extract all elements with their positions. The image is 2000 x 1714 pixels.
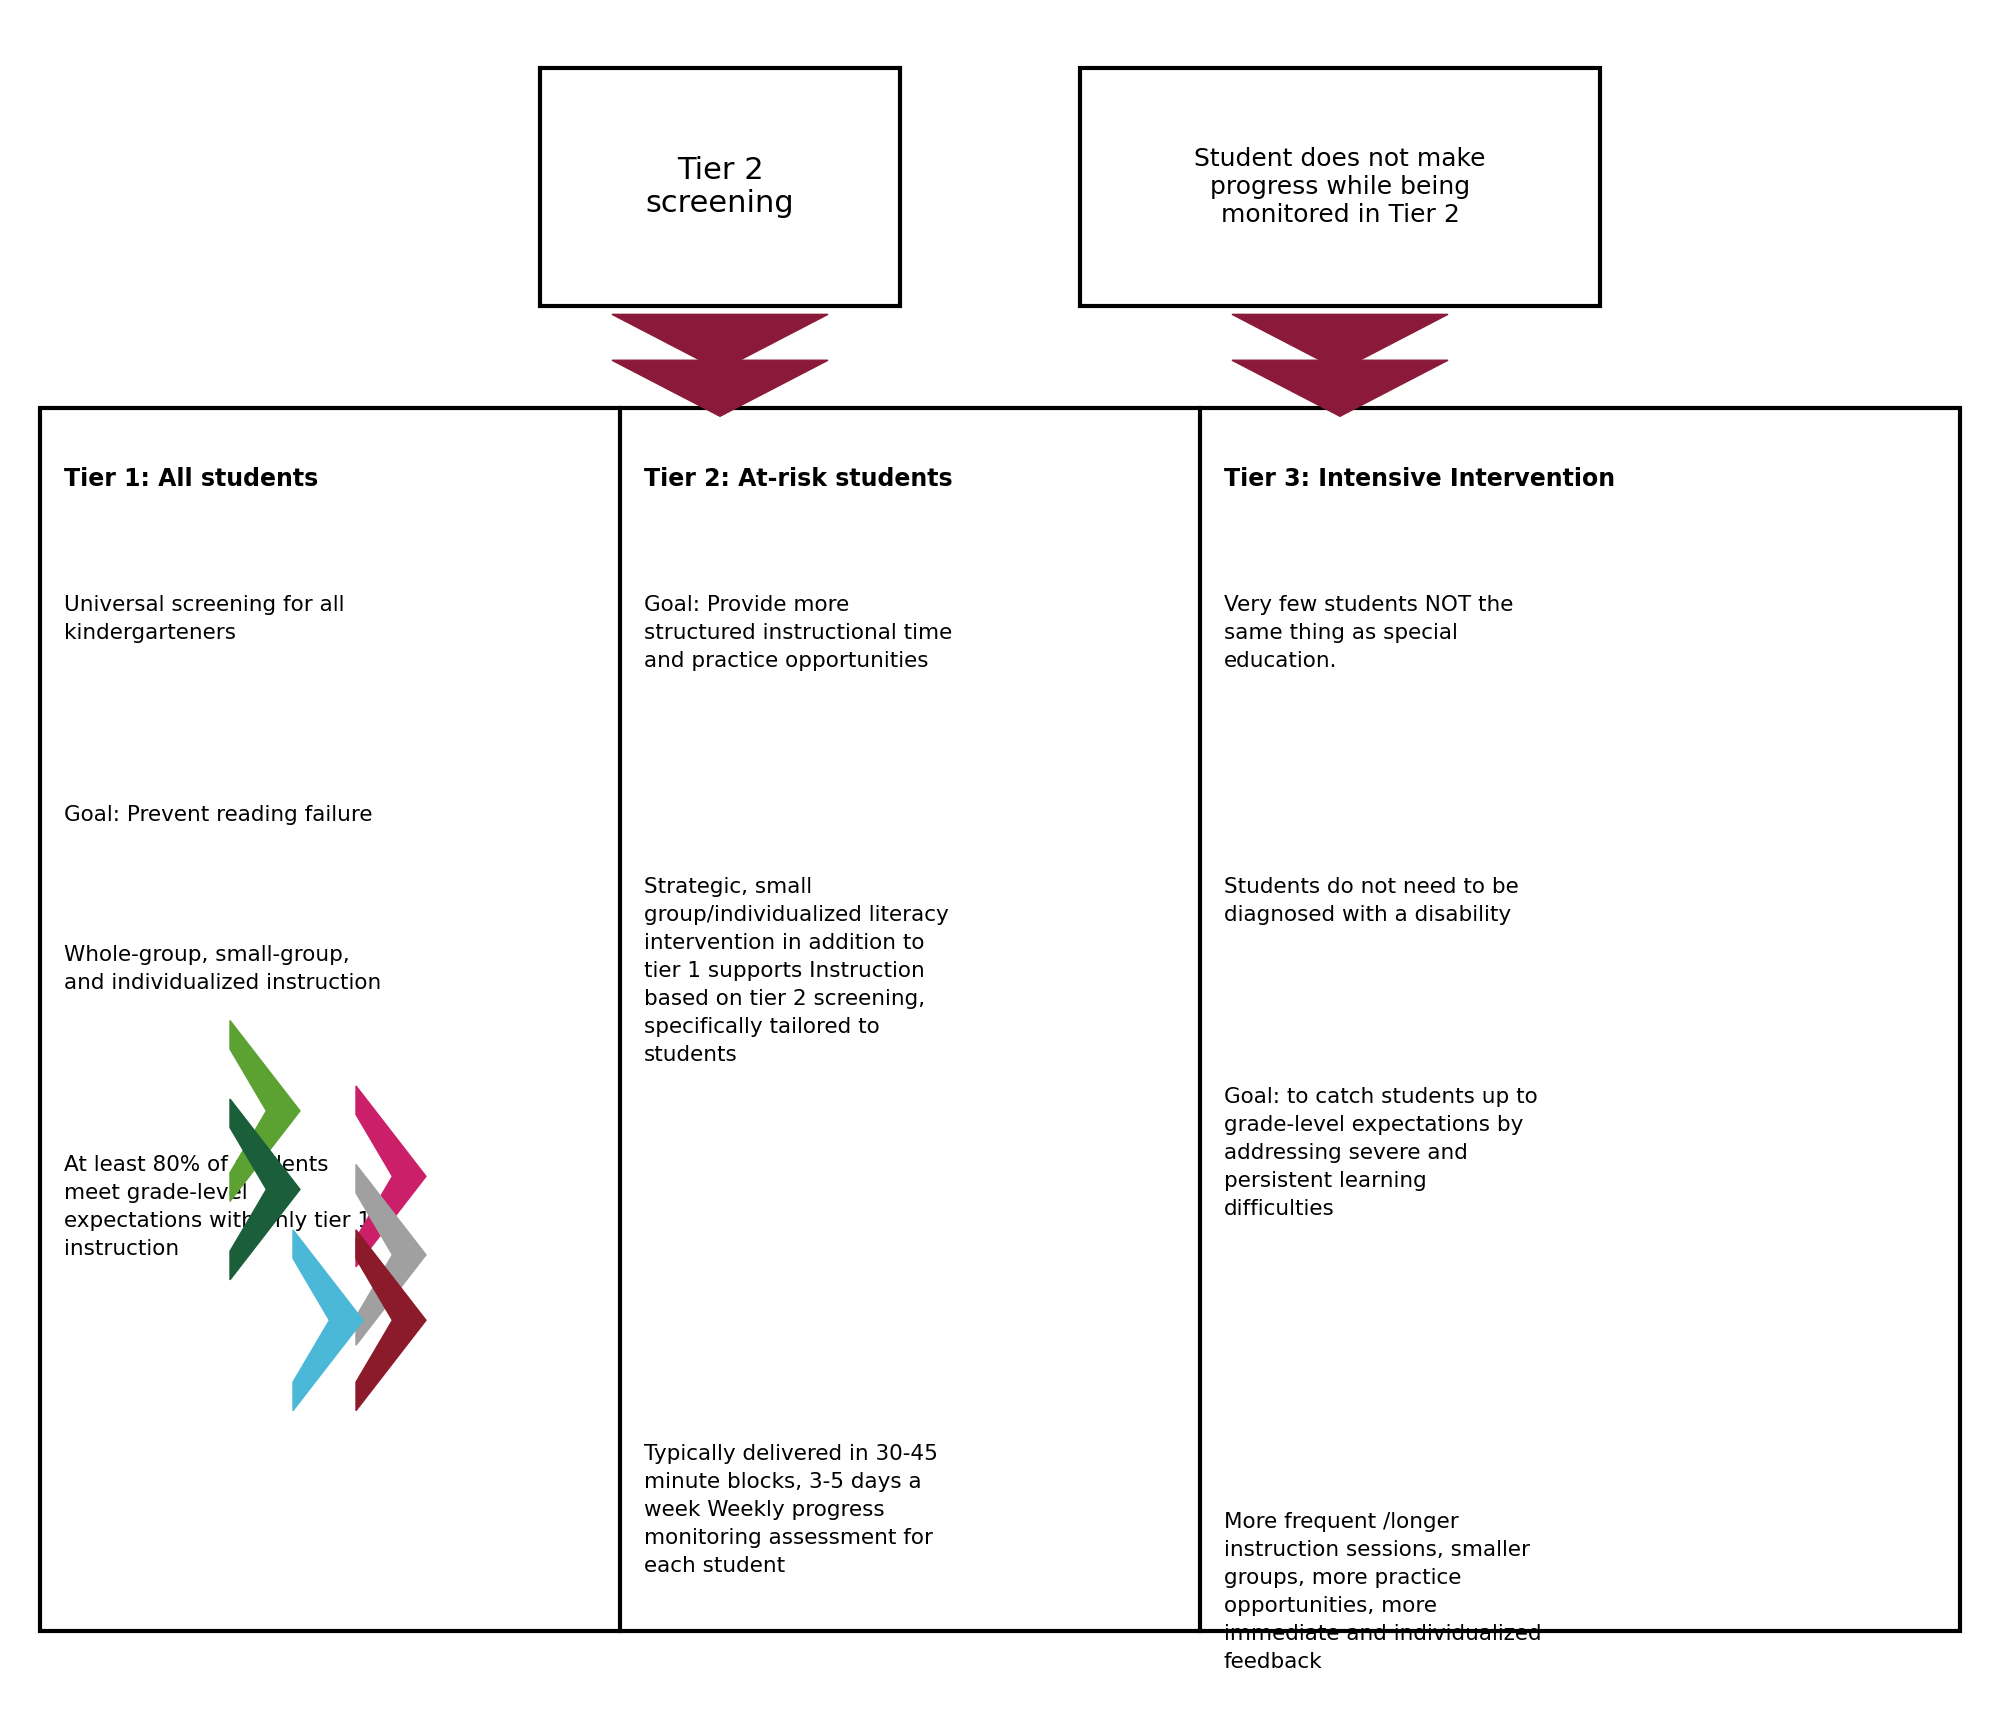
Text: Student does not make
progress while being
monitored in Tier 2: Student does not make progress while bei…: [1194, 147, 1486, 226]
Polygon shape: [612, 360, 828, 417]
FancyBboxPatch shape: [540, 69, 900, 305]
Text: Typically delivered in 30-45
minute blocks, 3-5 days a
week Weekly progress
moni: Typically delivered in 30-45 minute bloc…: [644, 1445, 938, 1577]
Text: Tier 2: At-risk students: Tier 2: At-risk students: [644, 468, 952, 492]
Text: Goal: Prevent reading failure: Goal: Prevent reading failure: [64, 806, 372, 826]
Polygon shape: [230, 1099, 300, 1280]
Text: Tier 2
screening: Tier 2 screening: [646, 156, 794, 218]
Text: At least 80% of students
meet grade-level
expectations with only tier 1
instruct: At least 80% of students meet grade-leve…: [64, 1155, 372, 1260]
Polygon shape: [230, 1020, 300, 1202]
Text: More frequent /longer
instruction sessions, smaller
groups, more practice
opport: More frequent /longer instruction sessio…: [1224, 1512, 1542, 1673]
Polygon shape: [356, 1087, 426, 1267]
Polygon shape: [356, 1231, 426, 1411]
Polygon shape: [1232, 360, 1448, 417]
Text: Whole-group, small-group,
and individualized instruction: Whole-group, small-group, and individual…: [64, 944, 382, 992]
FancyBboxPatch shape: [40, 408, 1960, 1632]
Text: Goal: to catch students up to
grade-level expectations by
addressing severe and
: Goal: to catch students up to grade-leve…: [1224, 1087, 1538, 1219]
Text: Tier 3: Intensive Intervention: Tier 3: Intensive Intervention: [1224, 468, 1616, 492]
Text: Strategic, small
group/individualized literacy
intervention in addition to
tier : Strategic, small group/individualized li…: [644, 878, 948, 1064]
Text: Very few students NOT the
same thing as special
education.: Very few students NOT the same thing as …: [1224, 595, 1514, 670]
Text: Students do not need to be
diagnosed with a disability: Students do not need to be diagnosed wit…: [1224, 878, 1518, 926]
Text: Tier 1: All students: Tier 1: All students: [64, 468, 318, 492]
Polygon shape: [612, 314, 828, 370]
Polygon shape: [1232, 314, 1448, 370]
Polygon shape: [356, 1164, 426, 1345]
Polygon shape: [294, 1231, 364, 1411]
Text: Universal screening for all
kindergarteners: Universal screening for all kindergarten…: [64, 595, 344, 643]
Text: Goal: Provide more
structured instructional time
and practice opportunities: Goal: Provide more structured instructio…: [644, 595, 952, 670]
FancyBboxPatch shape: [1080, 69, 1600, 305]
